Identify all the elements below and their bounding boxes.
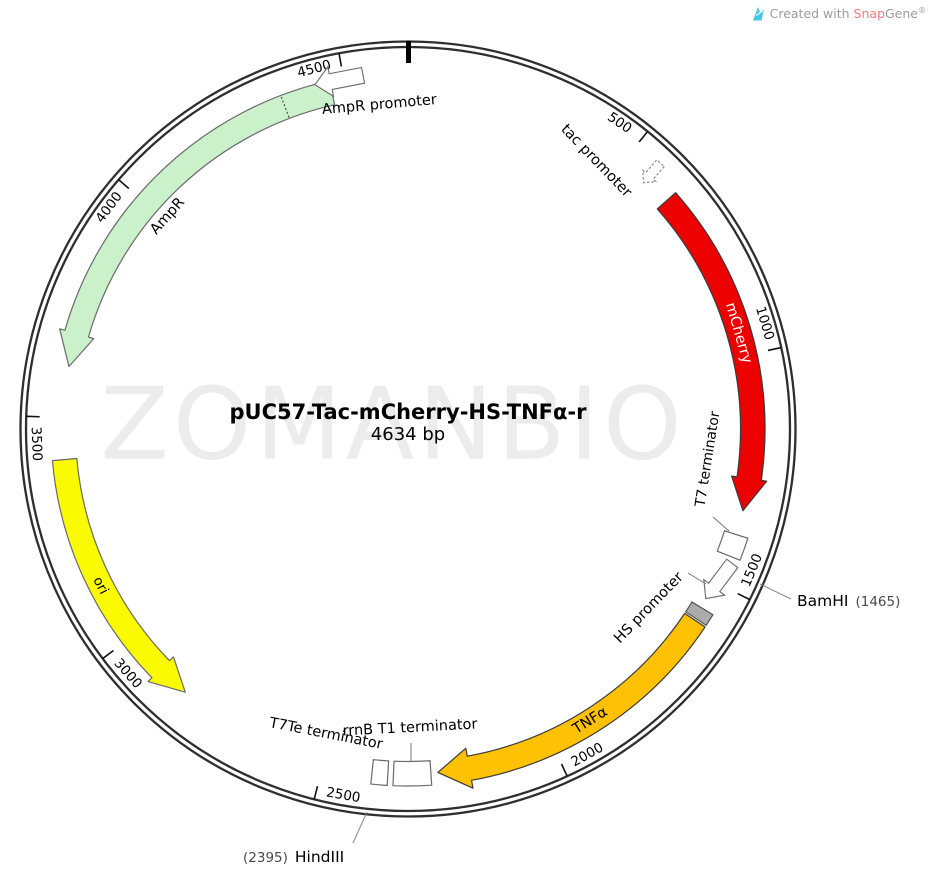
site-label-hindiii: (2395) HindIII	[243, 848, 344, 866]
feature-rrnb-t1-terminator	[392, 760, 433, 787]
feature-gray-spacer	[684, 601, 714, 627]
tick-500	[638, 130, 649, 143]
snapgene-credit: Created with SnapGene®	[750, 6, 926, 22]
watermark: ZOMANBIO	[100, 365, 686, 483]
leader-hs-promoter	[687, 572, 707, 585]
credit-text: Created with SnapGene®	[770, 6, 926, 21]
credit-brand-gene: Gene	[885, 6, 918, 22]
snapgene-logo-icon	[752, 7, 764, 21]
leader-site-hindiii	[352, 811, 368, 844]
feature-ori	[51, 457, 186, 693]
site-label-bamhi: BamHI (1465)	[797, 592, 900, 610]
feature-tnfa	[437, 612, 706, 789]
feature-ampr-promoter	[314, 65, 366, 98]
tick-label-3500: 3500	[28, 426, 45, 461]
tick-1000	[767, 346, 782, 352]
feature-tac-promoter	[642, 159, 666, 184]
leader-site-bamhi	[759, 583, 792, 600]
credit-brand-snap: Snap	[853, 6, 885, 22]
tick-1500	[737, 592, 751, 601]
feature-mcherry	[656, 192, 768, 512]
feature-t7-terminator	[716, 530, 749, 561]
tick-2000	[560, 763, 568, 777]
tick-2500	[313, 786, 319, 800]
feature-label-ampr-promoter: AmpR promoter	[321, 92, 437, 118]
feature-label-ori: ori	[89, 574, 111, 597]
tick-label-2500: 2500	[325, 784, 362, 806]
feature-hs-promoter	[703, 558, 739, 600]
tick-label-1000: 1000	[752, 305, 777, 342]
feature-label-t7-terminator: T7 terminator	[692, 410, 723, 509]
tick-3000	[102, 649, 114, 660]
tick-label-500: 500	[604, 109, 634, 137]
plasmid-size: 4634 bp	[370, 424, 446, 445]
feature-label-rrnb-t1-terminator: rrnB T1 terminator	[342, 716, 478, 739]
leader-t7-terminator	[712, 516, 730, 532]
credit-prefix: Created with	[769, 6, 854, 22]
credit-registered: ®	[918, 6, 926, 16]
feature-ampr	[59, 80, 336, 368]
plasmid-title-block: pUC57-Tac-mCherry-HS-TNFα-r 4634 bp	[230, 400, 587, 446]
plasmid-title: pUC57-Tac-mCherry-HS-TNFα-r	[229, 400, 587, 424]
feature-label-t7te-terminator: T7Te terminator	[267, 715, 384, 753]
tick-4500	[338, 53, 343, 67]
feature-t7te-terminator	[370, 759, 390, 787]
tick-4000	[118, 179, 130, 190]
